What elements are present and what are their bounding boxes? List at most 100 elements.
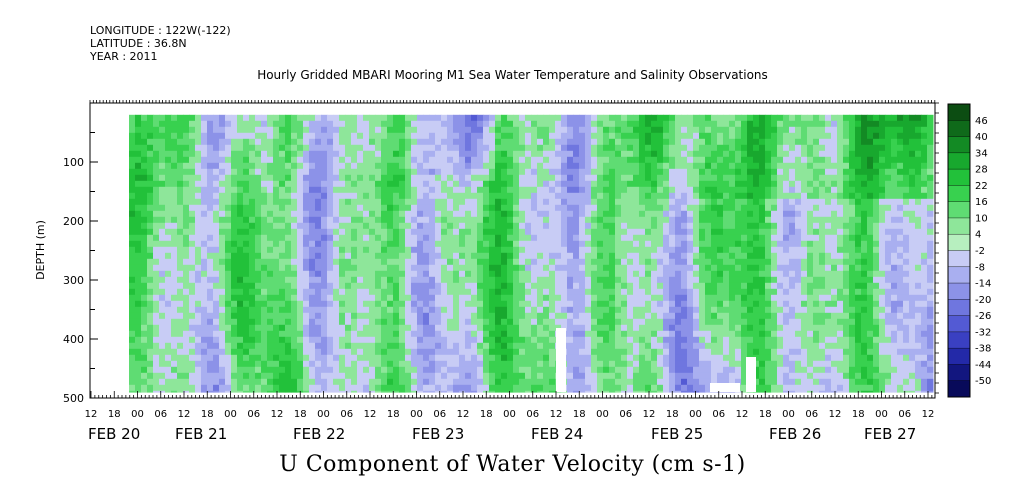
heatmap-cell xyxy=(333,288,340,296)
heatmap-cell xyxy=(489,186,496,194)
heatmap-cell xyxy=(717,354,724,362)
heatmap-cell xyxy=(651,354,658,362)
heatmap-cell xyxy=(417,354,424,362)
heatmap-cell xyxy=(327,210,334,218)
heatmap-cell xyxy=(249,282,256,290)
heatmap-cell xyxy=(135,264,142,272)
heatmap-cell xyxy=(525,240,532,248)
heatmap-cell xyxy=(495,258,502,266)
heatmap-cell xyxy=(711,222,718,230)
heatmap-cell xyxy=(447,246,454,254)
heatmap-cell xyxy=(591,306,598,314)
heatmap-cell xyxy=(555,294,562,302)
heatmap-cell xyxy=(435,126,442,134)
heatmap-cell xyxy=(423,174,430,182)
heatmap-cell xyxy=(345,168,352,176)
heatmap-cell xyxy=(321,162,328,170)
heatmap-cell xyxy=(393,180,400,188)
heatmap-cell xyxy=(195,348,202,356)
heatmap-cell xyxy=(357,336,364,344)
heatmap-cell xyxy=(393,366,400,374)
heatmap-cell xyxy=(345,144,352,152)
heatmap-cell xyxy=(579,138,586,146)
heatmap-cell xyxy=(675,204,682,212)
heatmap-cell xyxy=(567,348,574,356)
heatmap-cell xyxy=(585,174,592,182)
heatmap-cell xyxy=(543,300,550,308)
heatmap-cell xyxy=(399,234,406,242)
heatmap-cell xyxy=(489,144,496,152)
heatmap-cell xyxy=(219,240,226,248)
heatmap-cell xyxy=(459,288,466,296)
heatmap-cell xyxy=(345,360,352,368)
heatmap-cell xyxy=(267,390,274,393)
heatmap-cell xyxy=(693,150,700,158)
heatmap-cell xyxy=(207,210,214,218)
heatmap-cell xyxy=(465,312,472,320)
heatmap-cell xyxy=(669,372,676,380)
heatmap-cell xyxy=(441,222,448,230)
heatmap-cell xyxy=(537,294,544,302)
heatmap-cell xyxy=(597,144,604,152)
heatmap-cell xyxy=(741,318,748,326)
heatmap-cell xyxy=(585,234,592,242)
heatmap-cell xyxy=(567,234,574,242)
heatmap-cell xyxy=(573,246,580,254)
heatmap-cell xyxy=(333,366,340,374)
heatmap-cell xyxy=(129,318,136,326)
heatmap-cell xyxy=(615,216,622,224)
heatmap-cell xyxy=(291,180,298,188)
heatmap-cell xyxy=(717,216,724,224)
heatmap-cell xyxy=(249,234,256,242)
heatmap-cell xyxy=(129,300,136,308)
heatmap-cell xyxy=(477,186,484,194)
heatmap-cell xyxy=(213,312,220,320)
heatmap-cell xyxy=(465,258,472,266)
heatmap-cell xyxy=(201,312,208,320)
heatmap-cell xyxy=(285,246,292,254)
heatmap-cell xyxy=(399,180,406,188)
heatmap-cell xyxy=(651,126,658,134)
heatmap-cell xyxy=(351,348,358,356)
heatmap-cell xyxy=(285,324,292,332)
heatmap-cell xyxy=(495,348,502,356)
heatmap-cell xyxy=(225,306,232,314)
heatmap-cell xyxy=(447,132,454,140)
heatmap-cell xyxy=(303,288,310,296)
heatmap-cell xyxy=(195,318,202,326)
heatmap-cell xyxy=(219,312,226,320)
heatmap-cell xyxy=(615,204,622,212)
heatmap-cell xyxy=(603,306,610,314)
heatmap-cell xyxy=(543,174,550,182)
heatmap-cell xyxy=(759,186,766,194)
heatmap-cell xyxy=(747,162,754,170)
heatmap-cell xyxy=(333,162,340,170)
heatmap-cell xyxy=(399,336,406,344)
heatmap-cell xyxy=(531,210,538,218)
heatmap-cell xyxy=(285,300,292,308)
heatmap-cell xyxy=(477,198,484,206)
heatmap-cell xyxy=(735,282,742,290)
heatmap-cell xyxy=(729,354,736,362)
heatmap-cell xyxy=(603,126,610,134)
heatmap-cell xyxy=(591,294,598,302)
heatmap-cell xyxy=(657,378,664,386)
heatmap-cell xyxy=(309,258,316,266)
heatmap-cell xyxy=(645,360,652,368)
heatmap-cell xyxy=(633,270,640,278)
heatmap-cell xyxy=(171,270,178,278)
heatmap-cell xyxy=(315,306,322,314)
heatmap-cell xyxy=(633,360,640,368)
heatmap-cell xyxy=(345,366,352,374)
heatmap-cell xyxy=(357,246,364,254)
heatmap-cell xyxy=(207,384,214,392)
heatmap-cell xyxy=(597,252,604,260)
heatmap-cell xyxy=(483,228,490,236)
heatmap-cell xyxy=(531,390,538,393)
heatmap-cell xyxy=(165,294,172,302)
heatmap-cell xyxy=(315,216,322,224)
heatmap-cell xyxy=(471,258,478,266)
heatmap-cell xyxy=(183,390,190,393)
heatmap-cell xyxy=(699,360,706,368)
heatmap-cell xyxy=(309,228,316,236)
